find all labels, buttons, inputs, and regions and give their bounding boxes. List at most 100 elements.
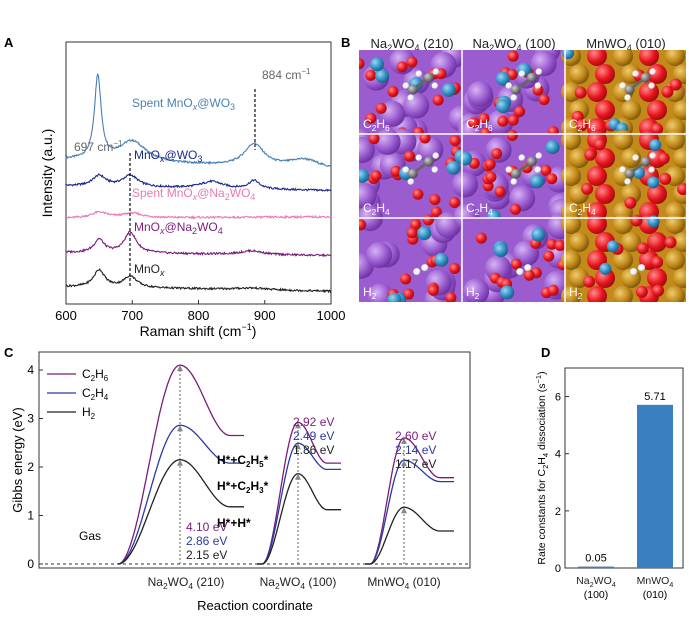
panel-d: D 0 2 4 6 0.05 Na2WO4(100) 5.71 MnWO4(010) Rat… [534,345,684,601]
annotation-884: 884 cm−1 [262,67,311,82]
structure-cell-2-0 [561,50,686,138]
structure-cell-0-2 [359,205,462,302]
row-label-1-1: C2H4 [466,201,493,217]
panel-c-legend: C2H6 C2H4 H2 [47,367,109,421]
row-label-0-1: C2H4 [363,201,390,217]
panel-b-gridlines [359,50,686,302]
spectrum-0 [65,72,332,168]
x-tick-label: 1000 [317,308,346,323]
panel-b-structures [359,50,686,302]
panel-c-xlabel: Reaction coordinate [197,598,313,613]
y-tick-label: 0 [27,557,34,571]
row-label-2-2: H2 [569,285,583,301]
panel-c-x-categories: Na2WO4 (210) Na2WO4 (100) MnWO4 (010) [148,575,441,591]
structure-cell-0-0 [359,50,475,145]
legend-c2h6: C2H6 [82,367,109,383]
y-tick-label: 1 [27,509,34,523]
x-category-1: Na2WO4 (100) [260,575,337,591]
row-label-0-0: C2H6 [363,117,390,133]
y-tick-label: 0 [555,563,561,575]
site2-values: 2.92 eV 2.49 eV 1.86 eV [293,415,334,457]
y-tick-label: 6 [555,392,561,404]
barrier-arrow-0-2 [177,459,183,466]
panel-d-ylabel: Rate constants for C2H4 dissociation (s−… [534,371,550,564]
structure-cell-0-1 [359,128,469,218]
label-mnox: MnOx [134,262,165,278]
x-category-2: MnWO4 (010) [367,575,440,591]
value-c2h4-100: 2.49 eV [293,429,334,443]
label-mnox-wo3: MnOx@WO3 [134,148,202,164]
panel-d-bars: 0.05 Na2WO4(100) 5.71 MnWO4(010) [576,391,673,601]
panel-d-label: D [541,345,550,360]
panel-c-label: C [4,345,14,360]
panel-b-row-labels: C2H6 C2H4 H2 C2H6 C2H4 H2 C2H6 C2H4 H2 [363,117,596,301]
barrier-arrow-1-2 [295,473,301,480]
column-header-1: Na2WO4 (100) [472,36,555,53]
y-tick-label: 4 [555,449,561,461]
x-tick-label: 600 [55,308,77,323]
product-h-h: H*+H* [217,516,251,530]
label-spent-mnox-wo3: Spent MnOx@WO3 [132,96,235,112]
bar-value-0: 0.05 [585,553,606,565]
annotation-697: 697 cm−1 [74,139,123,154]
barrier-arrow-0-0 [177,365,183,372]
y-tick-label: 2 [27,460,34,474]
spectrum-1 [65,173,332,192]
x-tick-label: 700 [121,308,143,323]
structure-cell-1-0 [457,50,565,145]
x-tick-label: 900 [254,308,276,323]
barrier-arrow-2-0 [401,437,407,444]
gas-label: Gas [79,529,101,543]
value-c2h4-010: 2.14 eV [395,443,436,457]
bar-value-1: 5.71 [644,391,665,403]
x-category-0: Na2WO4 (210) [148,575,225,591]
site1-values: 4.10 eV 2.86 eV 2.15 eV [186,520,227,562]
y-tick-label: 4 [27,363,34,377]
value-c2h6-100: 2.92 eV [293,415,334,429]
row-label-2-1: C2H4 [569,201,596,217]
panel-c-frame [38,351,471,569]
panel-b: B Na2WO4 (210) Na2WO4 (100) MnWO4 (010) C2… [341,35,686,302]
barrier-arrow-0-1 [177,425,183,432]
value-c2h6-210: 4.10 eV [186,520,227,534]
barrier-arrow-2-2 [401,507,407,514]
bar-category-facet-0: (100) [584,589,609,601]
panel-d-frame [564,367,684,569]
y-tick-label: 3 [27,412,34,426]
panel-b-label: B [341,35,350,50]
panel-c-y-ticks: 0 1 2 3 4 [27,363,43,571]
panel-b-column-headers: Na2WO4 (210) Na2WO4 (100) MnWO4 (010) [370,36,665,53]
panel-a: A 884 cm−1 697 cm−1 Spent MnOx@WO3 MnOx@… [4,35,345,339]
row-label-2-0: C2H6 [569,117,596,133]
row-label-0-2: H2 [363,285,377,301]
bar-category-1: MnWO4 [637,575,674,589]
site3-values: 2.60 eV 2.14 eV 1.17 eV [395,429,436,471]
panel-a-spectra [65,72,332,294]
bar-0 [578,566,614,568]
bar-1 [637,404,673,568]
panel-a-x-ticks: 600 700 800 900 1000 [55,300,345,323]
row-label-1-0: C2H6 [466,117,493,133]
column-header-2: MnWO4 (010) [586,36,665,53]
panel-d-y-ticks: 0 2 4 6 [555,392,569,575]
spectrum-3 [65,230,332,258]
value-h2-210: 2.15 eV [186,548,227,562]
panel-c-barrier-arrows [177,365,407,564]
barrier-arrow-1-0 [295,422,301,429]
row-label-1-2: H2 [466,285,480,301]
product-h-c2h3: H*+C2H3* [217,479,269,495]
panel-c-ylabel: Gibbs energy (eV) [10,407,25,513]
x-tick-label: 800 [188,308,210,323]
value-h2-010: 1.17 eV [395,457,436,471]
panel-a-ylabel: Intensity (a.u.) [39,129,55,218]
panel-a-label: A [4,35,14,50]
panel-a-xlabel: Raman shift (cm−1) [140,322,257,339]
bar-category-facet-1: (010) [643,589,668,601]
legend-c2h4: C2H4 [82,386,109,402]
barrier-arrow-1-1 [295,443,301,450]
value-h2-100: 1.86 eV [293,443,334,457]
spectrum-4 [65,267,332,294]
y-tick-label: 2 [555,506,561,518]
legend-h2: H2 [82,405,96,421]
